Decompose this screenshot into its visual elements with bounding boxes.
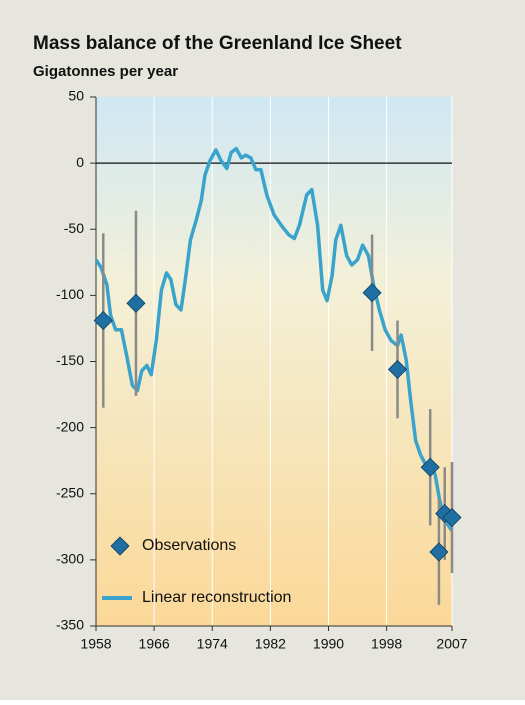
x-tick-label: 1982 [255,636,286,652]
x-tick-label: 2007 [436,636,467,652]
observation-marker [442,507,462,528]
chart-title: Mass balance of the Greenland Ice Sheet [33,33,402,54]
legend-label: Linear reconstruction [142,589,291,606]
y-tick-label: -150 [56,352,84,368]
observation-marker [362,283,382,303]
observation-marker [126,293,146,313]
y-tick-label: -50 [64,220,84,236]
y-tick-label: -100 [56,286,84,302]
plot-area [96,97,452,626]
x-tick-label: 1958 [80,636,111,652]
y-tick-label: -300 [56,551,84,567]
observation-marker [420,457,440,477]
legend-marker [110,536,130,556]
legend-label: Observations [142,537,236,554]
observation-marker [429,542,449,562]
observation-marker [387,359,408,380]
observation-marker [93,310,113,331]
x-tick-label: 1966 [139,636,170,652]
reconstruction-line [94,146,454,532]
chart-subtitle: Gigatonnes per year [33,63,178,80]
y-tick-label: -350 [56,617,84,633]
x-tick-label: 1998 [371,636,402,652]
y-tick-label: 50 [68,88,84,104]
y-tick-label: -250 [56,484,84,500]
x-tick-label: 1990 [313,636,344,652]
y-tick-label: 0 [76,154,84,170]
y-tick-label: -200 [56,418,84,434]
x-tick-label: 1974 [197,636,228,652]
